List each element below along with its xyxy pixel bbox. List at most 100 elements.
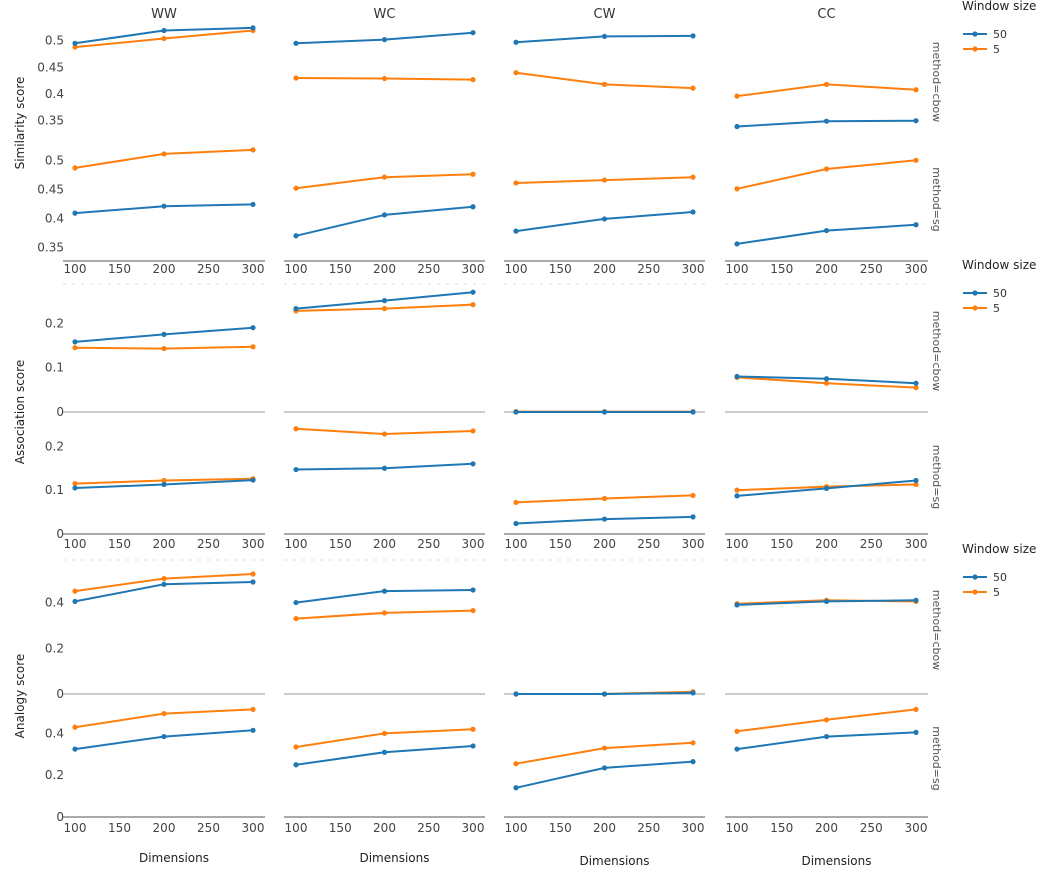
data-point-5-wc-cbow [470,77,476,83]
series-line-50-ww-sg [74,729,254,751]
data-point-50-wc-sg [470,461,476,467]
x-tick-label: 200 [373,537,396,551]
series-line-5-cc-sg [736,159,917,190]
data-point-5-ww-cbow [161,345,167,352]
data-point-5-ww-cbow [161,35,167,42]
data-point-5-ww-cbow [250,571,256,577]
x-tick-label: 100 [285,537,308,551]
data-point-50-cw-cbow [513,39,519,45]
data-point-50-cw-cbow [513,409,519,415]
data-point-50-cc-cbow [734,373,740,380]
data-point-5-wc-cbow [293,75,299,81]
series-line-50-wc-sg [295,745,474,766]
x-tick-label: 150 [329,262,352,276]
data-point-5-ww-sg [161,151,167,157]
data-point-50-ww-sg [72,746,78,752]
x-axis-label: Dimensions [801,854,871,868]
data-point-5-wc-cbow [381,306,388,312]
x-tick-label: 250 [197,537,220,551]
legend-title: Window size [962,0,1036,13]
y-tick-label: 0.35 [37,114,64,128]
x-tick-label: 200 [815,821,838,835]
x-tick-label: 300 [905,821,928,835]
x-tick-label: 100 [285,821,308,835]
data-point-50-ww-cbow [161,27,167,34]
data-point-50-ww-cbow [250,579,256,585]
data-point-5-wc-sg [293,185,299,191]
data-point-50-cw-sg [513,228,519,234]
legend-label-5: 5 [993,302,1000,315]
data-point-50-cw-cbow [601,33,608,40]
data-point-5-cc-sg [734,186,740,192]
data-point-50-cc-cbow [913,380,919,386]
x-tick-label: 300 [242,537,265,551]
data-point-5-ww-sg [72,724,78,730]
y-tick-label: 0.4 [45,211,64,225]
series-line-50-cw-sg [515,211,694,233]
legend-marker-50 [972,31,978,37]
x-tick-label: 150 [549,821,572,835]
legend-label-50: 50 [993,28,1007,41]
data-point-50-cw-sg [601,516,608,522]
data-point-5-cc-cbow [913,87,919,93]
data-point-5-cw-sg [513,180,519,186]
x-tick-label: 250 [417,537,440,551]
data-point-5-cw-sg [601,745,608,751]
y-tick-label: 0.2 [45,439,64,453]
data-point-50-cw-sg [601,216,608,222]
facet-label-sg: method=sg [930,726,943,790]
x-tick-label: 100 [285,262,308,276]
facet-label-sg: method=sg [930,445,943,509]
y-tick-label: 0 [56,405,64,419]
x-tick-label: 250 [860,262,883,276]
x-tick-label: 250 [860,537,883,551]
data-point-50-cc-sg [734,746,740,752]
data-point-50-cc-cbow [913,597,919,603]
data-point-50-ww-sg [161,203,167,209]
x-tick-label: 100 [64,537,87,551]
data-point-5-cc-cbow [913,385,919,391]
data-point-50-cc-cbow [913,118,919,124]
x-axis-label: Dimensions [579,854,649,868]
y-axis-label-block-1: Association score [13,360,27,464]
data-point-5-wc-cbow [293,615,299,622]
x-axis-label: Dimensions [139,851,209,865]
data-point-5-cc-sg [734,728,740,734]
data-point-50-ww-cbow [72,598,78,605]
data-point-50-wc-cbow [470,30,476,36]
data-point-5-cc-cbow [734,93,740,99]
column-title-cc: CC [817,7,835,22]
x-tick-label: 200 [593,537,616,551]
legend-marker-5 [972,305,978,311]
x-tick-label: 100 [505,262,528,276]
data-point-50-cw-sg [690,514,696,520]
data-point-5-cw-sg [690,174,696,180]
data-point-5-cw-sg [690,492,696,499]
data-point-5-ww-sg [72,165,78,171]
data-point-50-wc-cbow [293,306,299,312]
data-point-50-wc-sg [470,743,476,749]
y-tick-label: 0.4 [45,87,64,101]
x-tick-label: 200 [593,262,616,276]
facet-label-cbow: method=cbow [930,42,943,122]
x-tick-label: 300 [905,537,928,551]
data-point-50-wc-sg [381,465,388,471]
data-point-50-cw-cbow [601,691,608,697]
data-point-5-wc-sg [293,744,299,750]
data-point-50-wc-sg [293,466,299,473]
x-tick-label: 200 [153,537,176,551]
x-tick-label: 100 [505,537,528,551]
legend-label-50: 50 [993,287,1007,300]
data-point-50-cc-cbow [734,602,740,608]
x-tick-label: 300 [682,821,705,835]
x-tick-label: 250 [417,821,440,835]
x-tick-label: 300 [682,537,705,551]
data-point-5-ww-cbow [250,344,256,350]
x-tick-label: 200 [373,262,396,276]
data-point-50-cw-cbow [690,690,696,696]
data-point-50-wc-cbow [381,588,388,594]
data-point-5-wc-sg [293,426,299,432]
data-point-50-cc-sg [823,227,830,234]
legend-label-5: 5 [993,43,1000,56]
y-tick-label: 0.5 [45,153,64,167]
